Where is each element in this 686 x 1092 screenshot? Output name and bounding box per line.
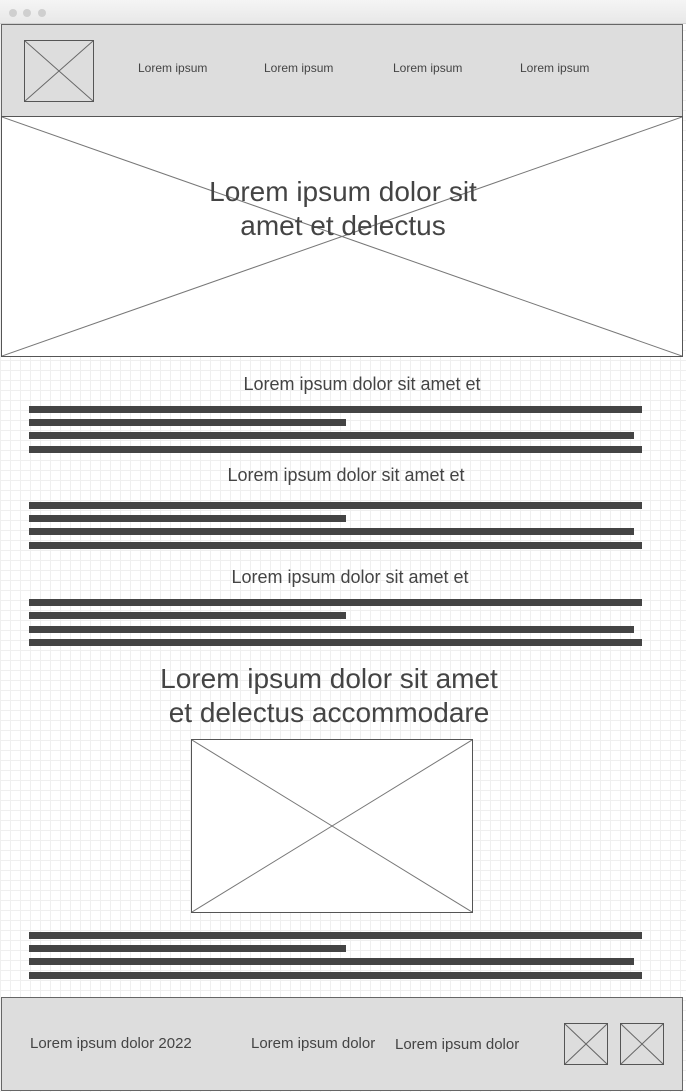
text-line xyxy=(29,626,634,633)
section-heading-3: Lorem ipsum dolor sit amet et xyxy=(231,567,469,587)
text-line xyxy=(29,528,634,535)
image-placeholder-icon xyxy=(621,1024,663,1064)
feature-image-placeholder xyxy=(191,739,473,913)
nav-item-3[interactable]: Lorem ipsum xyxy=(393,61,463,75)
text-line xyxy=(29,502,642,509)
feature-title: Lorem ipsum dolor sit amet et delectus a… xyxy=(0,662,658,730)
image-placeholder-icon xyxy=(565,1024,607,1064)
site-header: Lorem ipsum Lorem ipsum Lorem ipsum Lore… xyxy=(1,24,683,117)
window-maximize-dot[interactable] xyxy=(38,9,46,17)
text-line xyxy=(29,945,346,952)
text-line xyxy=(29,515,346,522)
footer-link-1[interactable]: Lorem ipsum dolor xyxy=(251,1035,376,1052)
logo-placeholder[interactable] xyxy=(24,40,94,102)
feature-title-line-1: Lorem ipsum dolor sit amet xyxy=(160,663,498,694)
section-heading-1: Lorem ipsum dolor sit amet et xyxy=(243,374,481,394)
footer-copyright: Lorem ipsum dolor 2022 xyxy=(30,1035,192,1052)
text-line xyxy=(29,958,634,965)
nav-item-2[interactable]: Lorem ipsum xyxy=(264,61,334,75)
hero-title-line-2: amet et delectus xyxy=(240,210,446,241)
footer-social-icon-1[interactable] xyxy=(564,1023,608,1065)
text-line xyxy=(29,972,642,979)
footer-link-2[interactable]: Lorem ipsum dolor xyxy=(395,1036,520,1053)
text-line xyxy=(29,932,642,939)
text-line xyxy=(29,406,642,413)
text-line xyxy=(29,446,642,453)
hero-banner: Lorem ipsum dolor sit amet et delectus xyxy=(1,116,683,357)
image-placeholder-icon xyxy=(192,740,472,912)
site-footer: Lorem ipsum dolor 2022 Lorem ipsum dolor… xyxy=(1,997,683,1091)
hero-image-placeholder-icon xyxy=(2,117,682,356)
hero-title-line-1: Lorem ipsum dolor sit xyxy=(209,176,477,207)
window-minimize-dot[interactable] xyxy=(23,9,31,17)
window-titlebar xyxy=(0,0,686,24)
feature-title-line-2: et delectus accommodare xyxy=(168,697,490,728)
text-line xyxy=(29,639,642,646)
image-placeholder-icon xyxy=(25,41,93,101)
hero-title: Lorem ipsum dolor sit amet et delectus xyxy=(2,175,684,243)
nav-item-1[interactable]: Lorem ipsum xyxy=(138,61,208,75)
footer-social-icon-2[interactable] xyxy=(620,1023,664,1065)
text-line xyxy=(29,542,642,549)
nav-item-4[interactable]: Lorem ipsum xyxy=(520,61,590,75)
text-line xyxy=(29,419,346,426)
text-line xyxy=(29,612,346,619)
section-heading-2: Lorem ipsum dolor sit amet et xyxy=(227,465,465,485)
text-line xyxy=(29,432,634,439)
text-line xyxy=(29,599,642,606)
window-close-dot[interactable] xyxy=(9,9,17,17)
